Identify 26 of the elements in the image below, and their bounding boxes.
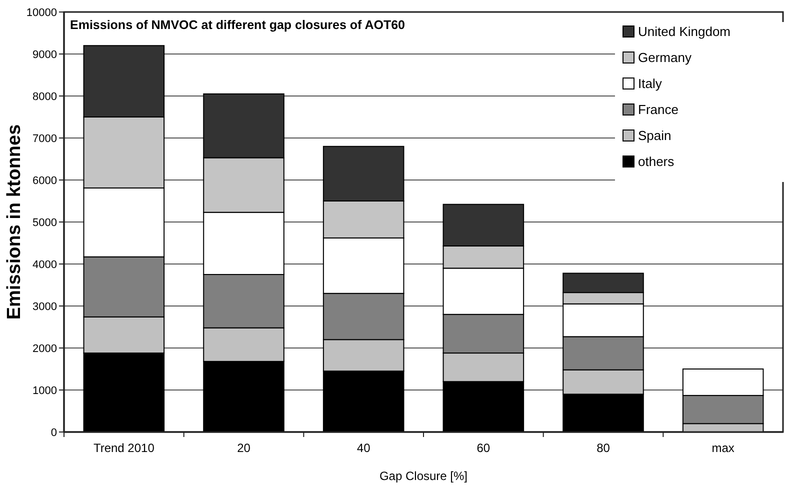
y-axis-title: Emissions in ktonnes (4, 124, 25, 320)
legend-label: Spain (638, 128, 672, 143)
legend-label: others (638, 154, 675, 169)
y-tick-label: 10000 (26, 6, 57, 19)
legend-label: France (638, 102, 678, 117)
legend-label: Italy (638, 76, 662, 91)
y-tick-label: 1000 (32, 384, 57, 397)
legend-label: United Kingdom (638, 24, 730, 39)
y-tick-label: 8000 (32, 90, 57, 103)
y-tick-label: 0 (50, 426, 57, 439)
x-tick-label: 40 (356, 441, 371, 455)
text: Emissions of NMVOC at different gap closures of AOT60 (70, 18, 406, 32)
x-tick-label: 60 (476, 441, 490, 455)
x-tick-label: Trend 2010 (93, 441, 155, 455)
x-tick-label: max (712, 441, 734, 455)
y-tick-label: 5000 (32, 216, 57, 229)
legend-label: Germany (638, 50, 692, 65)
x-axis-title: Gap Closure [%] (379, 469, 468, 483)
y-tick-label: 4000 (32, 258, 57, 271)
y-tick-label: 2000 (32, 342, 57, 355)
x-tick-label: 20 (237, 441, 251, 455)
y-tick-label: 9000 (32, 48, 57, 61)
y-tick-label: 7000 (32, 132, 57, 145)
y-tick-label: 6000 (32, 174, 57, 187)
x-tick-label: 80 (596, 441, 610, 455)
y-tick-label: 3000 (32, 300, 57, 313)
